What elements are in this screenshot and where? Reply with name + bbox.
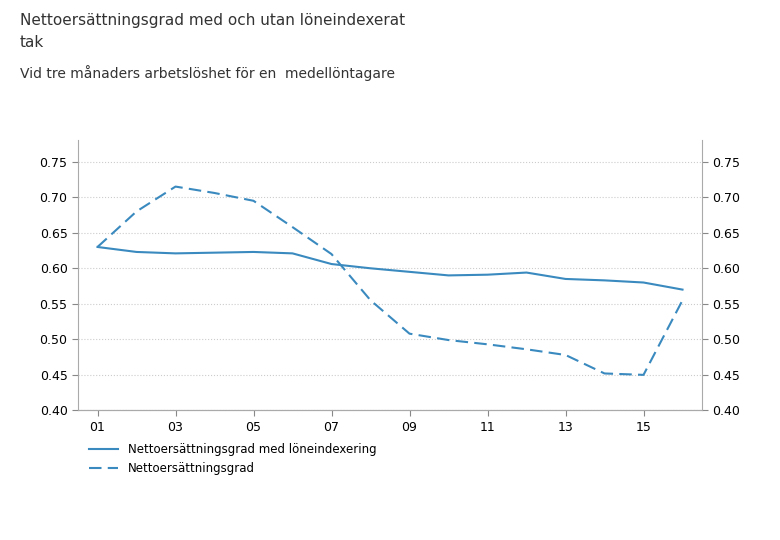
Nettoersättningsgrad med löneindexering	[600, 277, 609, 284]
Nettoersättningsgrad	[678, 297, 687, 303]
Line: Nettoersättningsgrad med löneindexering: Nettoersättningsgrad med löneindexering	[98, 247, 682, 289]
Nettoersättningsgrad	[561, 352, 570, 358]
Text: Nettoersättningsgrad med och utan löneindexerat: Nettoersättningsgrad med och utan lönein…	[20, 14, 405, 29]
Nettoersättningsgrad med löneindexering	[288, 250, 297, 256]
Nettoersättningsgrad med löneindexering	[561, 276, 570, 282]
Nettoersättningsgrad	[522, 346, 531, 353]
Text: Vid tre månaders arbetslöshet för en  medellöntagare: Vid tre månaders arbetslöshet för en med…	[20, 65, 395, 81]
Nettoersättningsgrad med löneindexering	[171, 250, 180, 256]
Nettoersättningsgrad	[132, 208, 141, 215]
Nettoersättningsgrad med löneindexering	[93, 244, 102, 250]
Nettoersättningsgrad	[366, 297, 375, 303]
Legend: Nettoersättningsgrad med löneindexering, Nettoersättningsgrad: Nettoersättningsgrad med löneindexering,…	[84, 438, 381, 480]
Nettoersättningsgrad	[171, 184, 180, 190]
Nettoersättningsgrad	[639, 372, 648, 378]
Nettoersättningsgrad med löneindexering	[210, 249, 219, 256]
Nettoersättningsgrad med löneindexering	[132, 249, 141, 255]
Line: Nettoersättningsgrad: Nettoersättningsgrad	[98, 187, 682, 375]
Nettoersättningsgrad med löneindexering	[639, 279, 648, 286]
Nettoersättningsgrad med löneindexering	[678, 286, 687, 293]
Nettoersättningsgrad	[327, 251, 336, 258]
Nettoersättningsgrad med löneindexering	[405, 268, 414, 275]
Nettoersättningsgrad	[444, 337, 453, 343]
Nettoersättningsgrad med löneindexering	[366, 265, 375, 272]
Nettoersättningsgrad	[483, 341, 492, 348]
Nettoersättningsgrad	[210, 190, 219, 196]
Nettoersättningsgrad med löneindexering	[522, 269, 531, 276]
Nettoersättningsgrad med löneindexering	[249, 249, 258, 255]
Nettoersättningsgrad med löneindexering	[483, 272, 492, 278]
Nettoersättningsgrad	[249, 198, 258, 204]
Nettoersättningsgrad med löneindexering	[327, 261, 336, 267]
Nettoersättningsgrad	[600, 370, 609, 377]
Nettoersättningsgrad med löneindexering	[444, 272, 453, 279]
Nettoersättningsgrad	[405, 330, 414, 337]
Nettoersättningsgrad	[93, 244, 102, 250]
Text: tak: tak	[20, 35, 44, 50]
Nettoersättningsgrad	[288, 224, 297, 231]
